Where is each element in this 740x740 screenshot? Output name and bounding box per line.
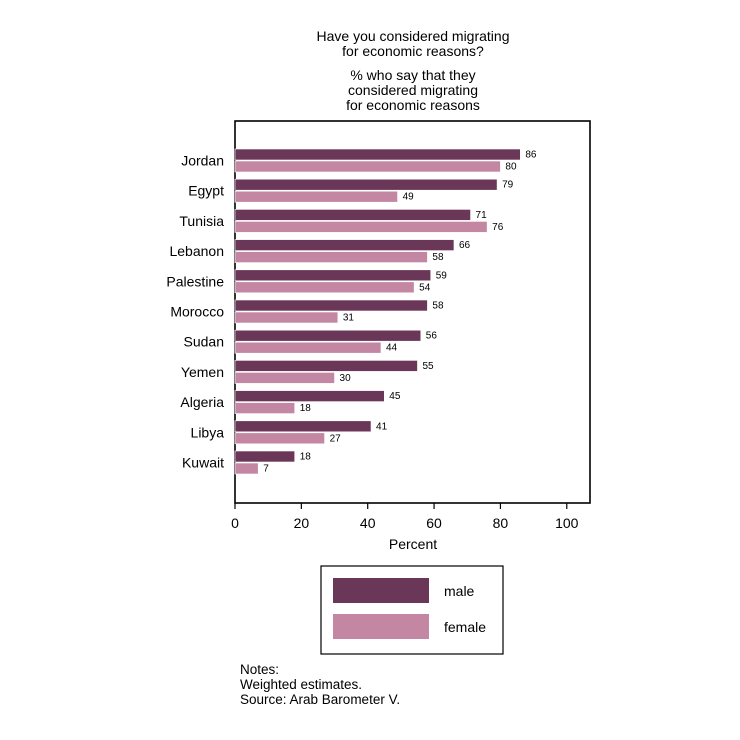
x-axis-label: Percent [389, 536, 437, 552]
chart-title-line: for economic reasons? [342, 43, 484, 59]
bar-male [234, 239, 455, 251]
notes-heading: Notes: [240, 662, 280, 677]
category-label: Algeria [180, 394, 224, 410]
data-label-male: 18 [300, 452, 312, 463]
bar-male [234, 420, 372, 433]
data-label-male: 56 [426, 331, 438, 342]
bar-male [234, 148, 521, 161]
notes-weighted: Weighted estimates. [240, 677, 363, 692]
data-label-male: 55 [422, 361, 434, 372]
bar-male [234, 209, 471, 221]
data-label-male: 86 [525, 150, 537, 161]
category-label: Sudan [184, 334, 224, 350]
x-tick-label: 0 [231, 515, 239, 531]
data-label-male: 41 [376, 421, 388, 432]
x-tick-label: 40 [360, 515, 376, 531]
data-label-female: 44 [386, 343, 398, 354]
data-label-female: 27 [330, 433, 342, 444]
data-label-female: 76 [492, 222, 504, 233]
bar-female [234, 251, 428, 263]
x-tick-label: 20 [294, 515, 310, 531]
chart-subtitle-line: considered migrating [348, 82, 478, 98]
data-label-male: 71 [476, 210, 488, 221]
category-label: Yemen [181, 364, 224, 380]
notes: Notes: Weighted estimates. Source: Arab … [240, 662, 400, 707]
data-label-female: 54 [419, 282, 431, 293]
x-tick-label: 60 [426, 515, 442, 531]
category-label: Tunisia [179, 213, 224, 229]
legend-swatch-male [333, 578, 429, 603]
bar-female [234, 372, 335, 384]
category-label: Jordan [181, 153, 224, 169]
x-tick-label: 100 [555, 515, 579, 531]
data-label-female: 18 [300, 403, 312, 414]
data-label-male: 45 [389, 391, 401, 402]
bar-male [234, 360, 418, 372]
bar-female [234, 462, 259, 475]
chart-subtitle-line: % who say that they [350, 67, 475, 83]
category-label: Egypt [188, 183, 224, 199]
category-label: Lebanon [169, 243, 224, 259]
bar-male [234, 269, 432, 282]
bar-male [234, 299, 428, 312]
data-label-male: 59 [436, 270, 448, 281]
data-label-female: 58 [432, 252, 444, 263]
bar-female [234, 402, 296, 414]
data-label-male: 79 [502, 180, 514, 191]
data-label-female: 7 [263, 464, 269, 475]
bar-female [234, 221, 488, 233]
chart-title-line: Have you considered migrating [317, 28, 510, 44]
bar-female [234, 190, 398, 203]
bar-female [234, 311, 339, 324]
notes-source: Source: Arab Barometer V. [240, 692, 401, 707]
data-label-male: 66 [459, 240, 471, 251]
bar-female [234, 432, 325, 445]
category-label: Libya [191, 424, 225, 440]
legend-label-male: male [444, 583, 475, 599]
bar-female [234, 281, 415, 294]
category-label: Palestine [166, 273, 224, 289]
chart-subtitle-line: for economic reasons [346, 97, 480, 113]
category-label: Morocco [170, 304, 224, 320]
bar-female [234, 160, 501, 173]
legend-label-female: female [444, 619, 486, 635]
bar-male [234, 390, 385, 402]
data-label-male: 58 [432, 301, 444, 312]
data-label-female: 80 [505, 162, 517, 173]
data-label-female: 49 [403, 192, 415, 203]
bar-female [234, 341, 382, 354]
data-label-female: 30 [340, 373, 352, 384]
bar-male [234, 178, 498, 191]
data-label-female: 31 [343, 313, 355, 324]
x-tick-label: 80 [493, 515, 509, 531]
bar-male [234, 329, 422, 342]
bar-male [234, 450, 296, 463]
category-label: Kuwait [182, 455, 224, 471]
legend-swatch-female [333, 614, 429, 639]
